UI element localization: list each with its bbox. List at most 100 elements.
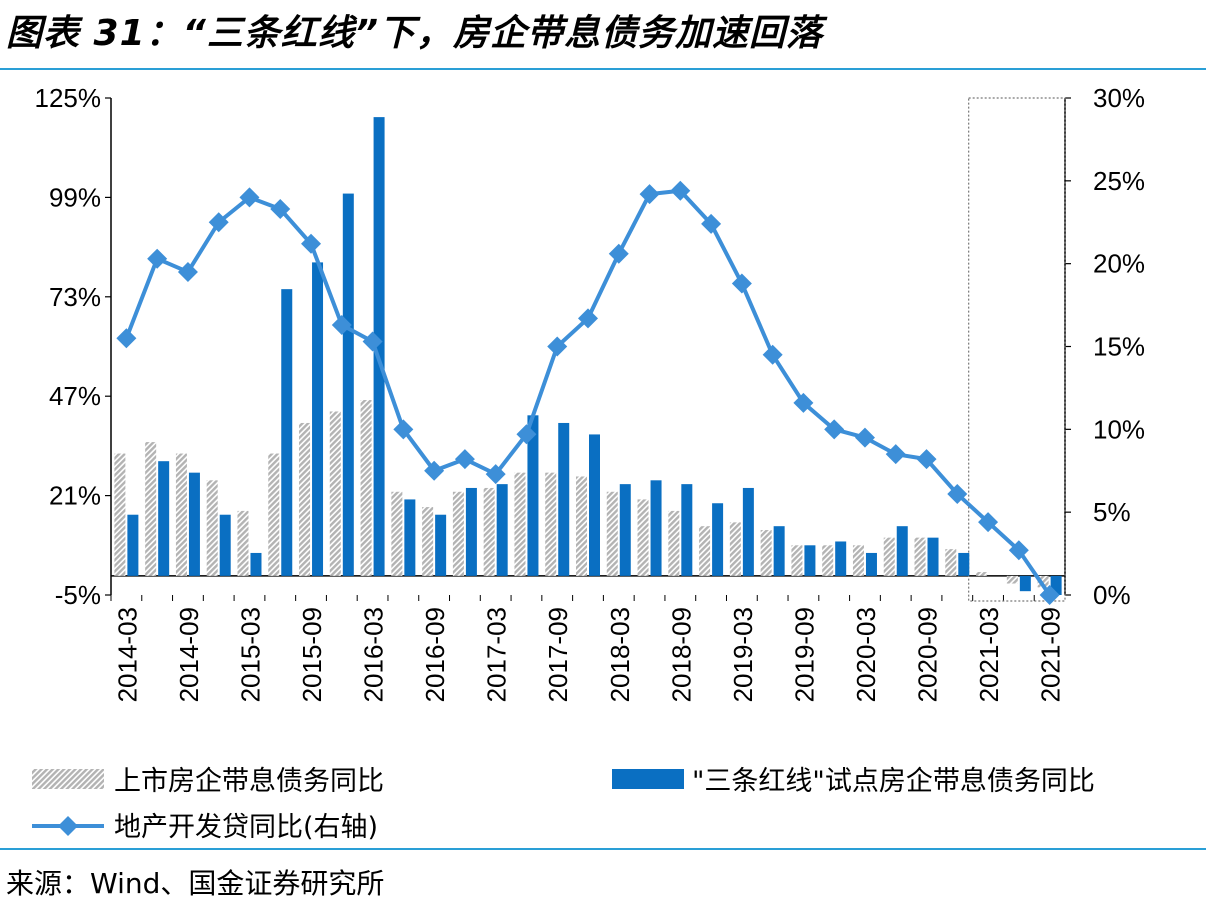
bar-pilot bbox=[835, 541, 847, 576]
line-point bbox=[116, 328, 137, 349]
bar-listed bbox=[760, 530, 772, 576]
right-tick-label: 20% bbox=[1093, 249, 1145, 279]
x-tick-label: 2015-03 bbox=[235, 607, 265, 702]
bar-listed bbox=[422, 507, 434, 576]
bar-listed bbox=[1006, 575, 1018, 584]
left-tick-label: 73% bbox=[49, 282, 101, 312]
bar-listed bbox=[145, 442, 157, 576]
x-tick-label: 2020-09 bbox=[913, 607, 943, 702]
bar-pilot bbox=[342, 193, 354, 576]
legend-label-pilot: "三条红线"试点房企带息债务同比 bbox=[692, 766, 1095, 797]
x-tick-label: 2014-09 bbox=[174, 607, 204, 702]
bar-listed bbox=[391, 491, 403, 576]
x-tick-label: 2017-03 bbox=[482, 607, 512, 702]
bar-listed bbox=[483, 487, 495, 576]
bar-listed bbox=[545, 472, 557, 576]
line-point bbox=[670, 180, 691, 201]
bar-listed bbox=[791, 545, 803, 576]
bar-pilot bbox=[127, 514, 139, 576]
left-tick-label: 99% bbox=[49, 182, 101, 212]
bar-pilot bbox=[219, 514, 231, 576]
line-point bbox=[208, 212, 229, 233]
bar-listed bbox=[945, 549, 957, 576]
line-point bbox=[639, 184, 660, 205]
bar-listed bbox=[360, 400, 372, 576]
line-point bbox=[424, 460, 445, 481]
bar-listed bbox=[206, 480, 218, 576]
bar-pilot bbox=[496, 484, 508, 576]
bar-pilot bbox=[712, 503, 724, 576]
line-point bbox=[147, 248, 168, 269]
bar-pilot bbox=[804, 545, 816, 576]
source-note: 来源：Wind、国金证券研究所 bbox=[6, 867, 385, 900]
line-series bbox=[124, 188, 1052, 597]
legend-label-line: 地产开发贷同比(右轴) bbox=[114, 812, 378, 843]
line-point bbox=[947, 483, 968, 504]
bar-pilot bbox=[896, 526, 908, 576]
bar-listed bbox=[637, 499, 649, 576]
line-point bbox=[978, 512, 999, 533]
right-tick-label: 5% bbox=[1093, 497, 1131, 527]
bar-pilot bbox=[558, 422, 570, 576]
bar-pilot bbox=[958, 552, 970, 576]
bar-pilot bbox=[589, 434, 600, 576]
right-tick-label: 15% bbox=[1093, 332, 1145, 362]
line-point bbox=[731, 273, 752, 294]
x-tick-label: 2018-03 bbox=[605, 607, 635, 702]
x-tick-label: 2017-09 bbox=[543, 607, 573, 702]
bar-listed bbox=[514, 472, 526, 576]
x-tick-label: 2021-03 bbox=[974, 607, 1004, 702]
chart-area: 125% 99% 73% 47% 21% -5% 30% 25% 20% 15% 10% 5% 0% 20… bbox=[32, 83, 1145, 843]
right-tick-label: 10% bbox=[1093, 414, 1145, 444]
bar-listed bbox=[452, 491, 464, 576]
x-tick-label: 2014-03 bbox=[112, 607, 142, 702]
bar-listed bbox=[822, 545, 834, 576]
line-point bbox=[516, 424, 537, 445]
line-point bbox=[916, 449, 937, 470]
legend-swatch-listed bbox=[32, 769, 104, 789]
left-tick-label: 47% bbox=[49, 381, 101, 411]
bar-listed bbox=[299, 422, 311, 576]
line-point bbox=[1008, 540, 1029, 561]
bar-pilot bbox=[373, 117, 385, 576]
legend-swatch-pilot bbox=[612, 769, 684, 789]
x-tick-label: 2015-09 bbox=[297, 607, 327, 702]
bar-pilot bbox=[465, 487, 477, 576]
chart-title: 图表 31：“三条红线”下，房企带息债务加速回落 bbox=[6, 13, 824, 54]
bar-pilot bbox=[1050, 575, 1062, 595]
bar-pilot bbox=[312, 262, 324, 576]
left-tick-label: 21% bbox=[49, 481, 101, 511]
source-divider bbox=[0, 848, 1206, 850]
line-point bbox=[393, 419, 414, 440]
x-tick-label: 2019-03 bbox=[728, 607, 758, 702]
line-point bbox=[331, 314, 352, 335]
line-point bbox=[485, 464, 506, 485]
left-tick-label: -5% bbox=[55, 580, 101, 610]
bar-pilot bbox=[773, 526, 785, 576]
bar-listed bbox=[1037, 575, 1049, 588]
line-point bbox=[301, 233, 322, 254]
bar-listed bbox=[668, 510, 680, 576]
x-tick-label: 2019-09 bbox=[789, 607, 819, 702]
bar-listed bbox=[237, 510, 249, 576]
line-point bbox=[854, 427, 875, 448]
bar-pilot bbox=[681, 484, 693, 576]
bar-listed bbox=[914, 537, 926, 576]
x-tick-label: 2016-03 bbox=[359, 607, 389, 702]
bar-pilot bbox=[527, 415, 539, 576]
bar-listed bbox=[114, 453, 126, 576]
bar-listed bbox=[268, 453, 280, 576]
line-point bbox=[824, 419, 845, 440]
bar-listed bbox=[606, 491, 618, 576]
line-point bbox=[762, 344, 783, 365]
bar-pilot bbox=[650, 480, 662, 576]
line-point bbox=[362, 331, 383, 352]
bar-pilot bbox=[742, 487, 754, 576]
line-point bbox=[578, 308, 598, 329]
line-point bbox=[885, 444, 906, 465]
bar-listed bbox=[852, 545, 864, 576]
bar-listed bbox=[699, 526, 711, 576]
line-point bbox=[547, 336, 568, 357]
line-point bbox=[701, 213, 722, 234]
